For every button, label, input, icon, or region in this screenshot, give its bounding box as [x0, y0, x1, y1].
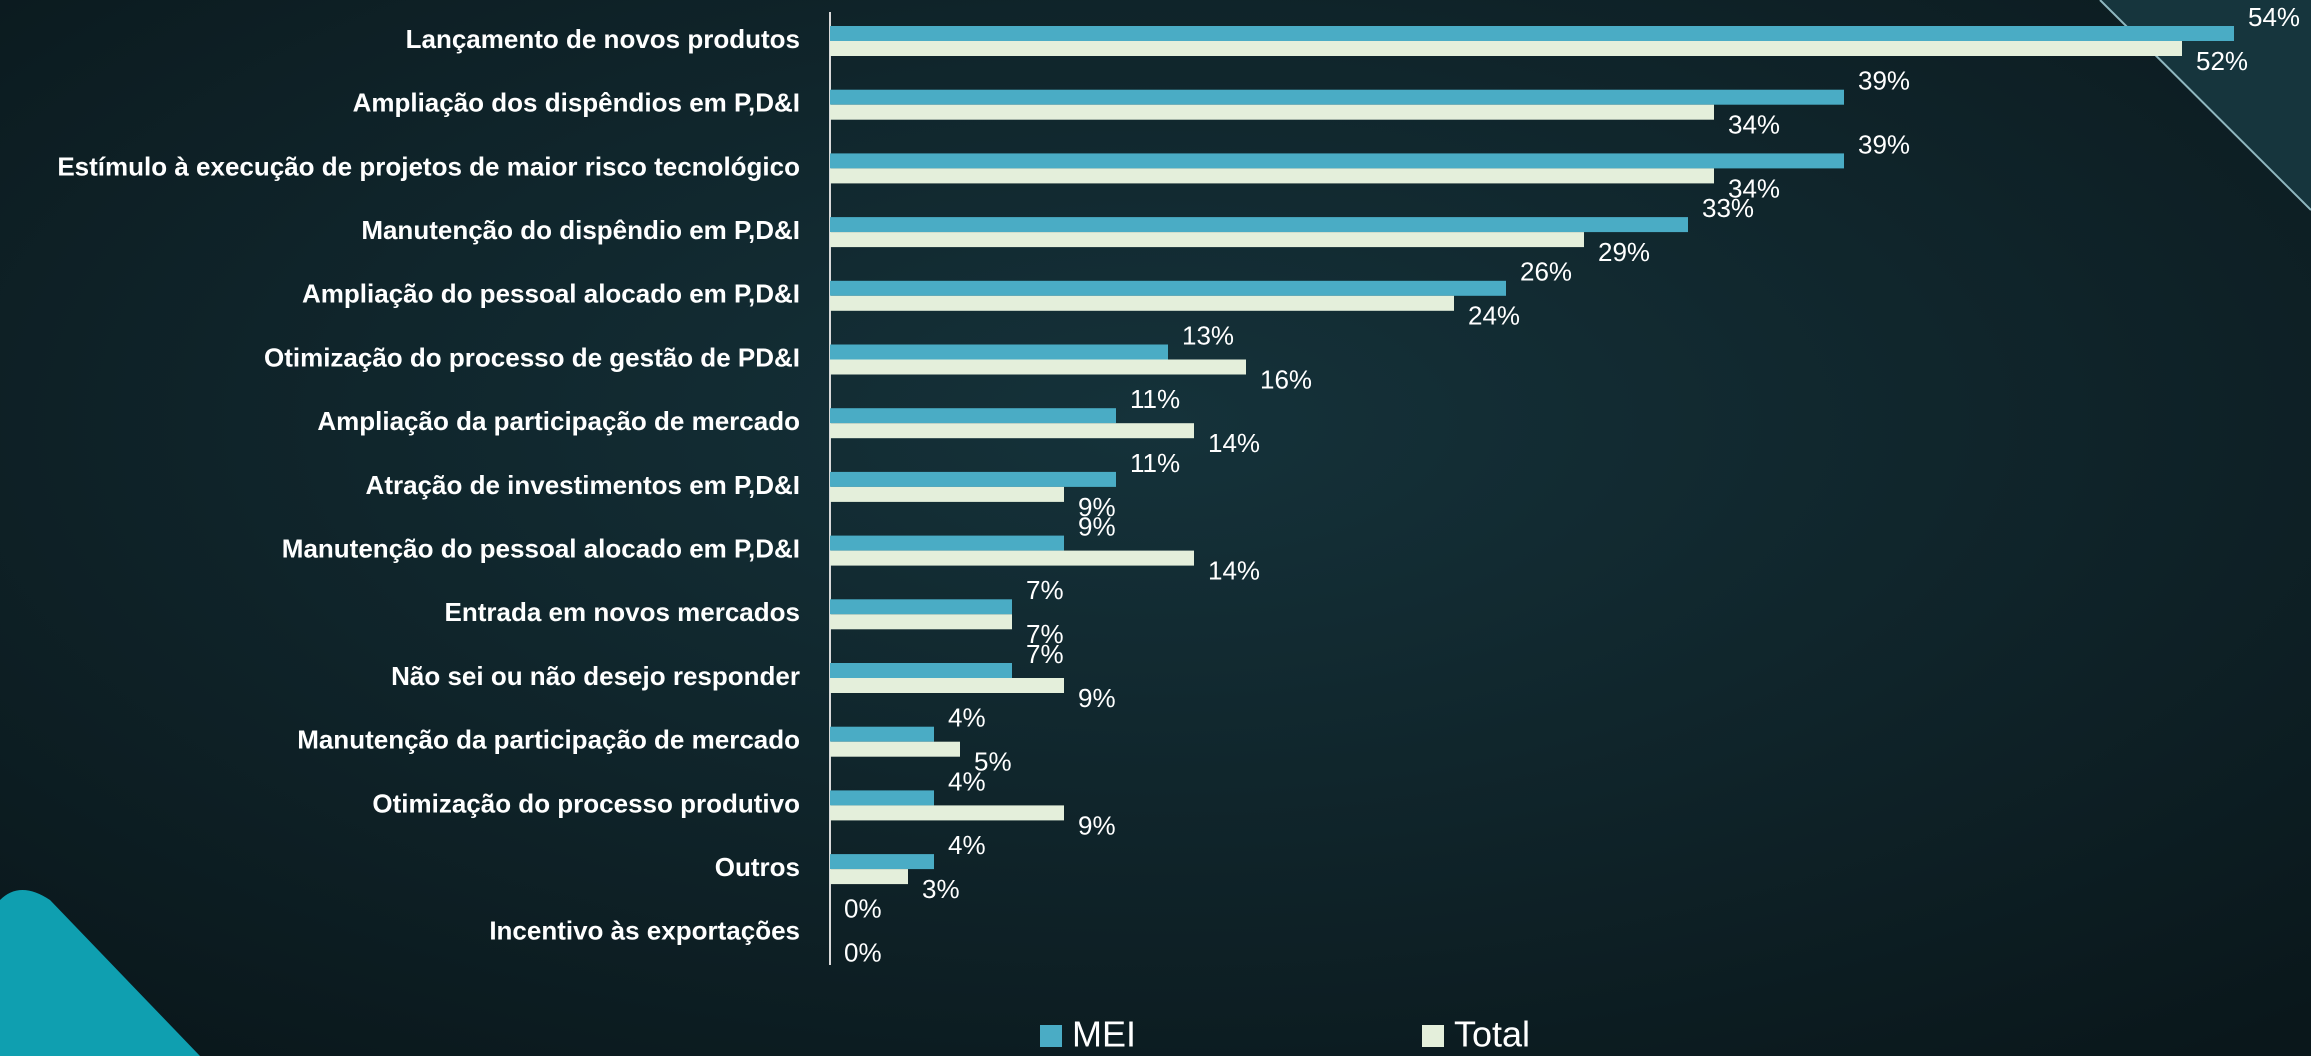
bar	[830, 663, 1012, 678]
data-label: 4%	[948, 766, 986, 796]
data-label: 26%	[1520, 257, 1572, 287]
data-label: 54%	[2248, 2, 2300, 32]
category-label: Atração de investimentos em P,D&I	[366, 470, 800, 500]
data-label: 34%	[1728, 110, 1780, 140]
category-label: Manutenção do pessoal alocado em P,D&I	[282, 533, 800, 563]
data-label: 39%	[1858, 129, 1910, 159]
data-label: 24%	[1468, 301, 1520, 331]
category-label: Manutenção da participação de mercado	[297, 725, 800, 755]
data-label: 9%	[1078, 511, 1116, 541]
data-label: 0%	[844, 894, 882, 924]
legend-swatch	[1422, 1025, 1444, 1047]
bar	[830, 805, 1064, 821]
category-label: Ampliação do pessoal alocado em P,D&I	[302, 279, 800, 309]
bar	[830, 854, 934, 870]
bar	[830, 486, 1064, 502]
bar	[830, 26, 2234, 41]
bar	[830, 550, 1194, 566]
category-label: Não sei ou não desejo responder	[391, 661, 800, 691]
data-label: 16%	[1260, 364, 1312, 394]
bar	[830, 614, 1012, 630]
bar	[830, 423, 1194, 439]
data-label: 29%	[1598, 237, 1650, 267]
bar	[830, 359, 1246, 375]
data-label: 14%	[1208, 428, 1260, 458]
data-label: 14%	[1208, 555, 1260, 585]
bar	[830, 599, 1012, 615]
data-label: 9%	[1078, 810, 1116, 840]
logo-shape	[0, 890, 200, 1056]
data-label: 11%	[1130, 384, 1180, 414]
bar	[830, 471, 1116, 487]
data-label: 9%	[1078, 683, 1116, 713]
bar	[830, 104, 1714, 120]
bar	[830, 678, 1064, 693]
data-label: 7%	[1026, 575, 1064, 605]
data-label: 9%	[1078, 492, 1116, 522]
bar	[830, 232, 1584, 248]
bar	[830, 408, 1116, 424]
legend-label: Total	[1454, 1014, 1530, 1055]
bar	[830, 869, 908, 885]
data-label: 5%	[974, 747, 1012, 777]
bar	[830, 89, 1844, 105]
data-label: 4%	[948, 703, 986, 733]
bar	[830, 41, 2182, 56]
category-label: Estímulo à execução de projetos de maior…	[57, 151, 800, 181]
data-label: 7%	[1026, 619, 1064, 649]
bar	[830, 153, 1844, 169]
category-label: Otimização do processo produtivo	[372, 788, 800, 818]
data-label: 33%	[1702, 193, 1754, 223]
bar	[830, 217, 1688, 233]
category-label: Manutenção do dispêndio em P,D&I	[361, 215, 800, 245]
data-label: 52%	[2196, 46, 2248, 76]
category-label: Ampliação da participação de mercado	[317, 406, 800, 436]
data-label: 34%	[1728, 173, 1780, 203]
bar	[830, 295, 1454, 311]
data-label: 3%	[922, 874, 960, 904]
legend-swatch	[1040, 1025, 1062, 1047]
bar	[830, 168, 1714, 184]
data-label: 13%	[1182, 320, 1234, 350]
legend-label: MEI	[1072, 1014, 1136, 1055]
bar	[830, 741, 960, 757]
bar	[830, 344, 1168, 360]
category-label: Incentivo às exportações	[489, 916, 800, 946]
data-label: 7%	[1026, 639, 1064, 669]
data-label: 39%	[1858, 66, 1910, 96]
data-label: 0%	[844, 938, 882, 968]
bar	[830, 535, 1064, 551]
bar	[830, 790, 934, 806]
data-label: 11%	[1130, 448, 1180, 478]
bar	[830, 280, 1506, 296]
category-label: Ampliação dos dispêndios em P,D&I	[353, 88, 800, 118]
category-label: Entrada em novos mercados	[445, 597, 800, 627]
bar	[830, 726, 934, 742]
data-label: 4%	[948, 830, 986, 860]
category-label: Outros	[715, 852, 800, 882]
category-label: Otimização do processo de gestão de PD&I	[264, 342, 800, 372]
category-label: Lançamento de novos produtos	[406, 24, 800, 54]
